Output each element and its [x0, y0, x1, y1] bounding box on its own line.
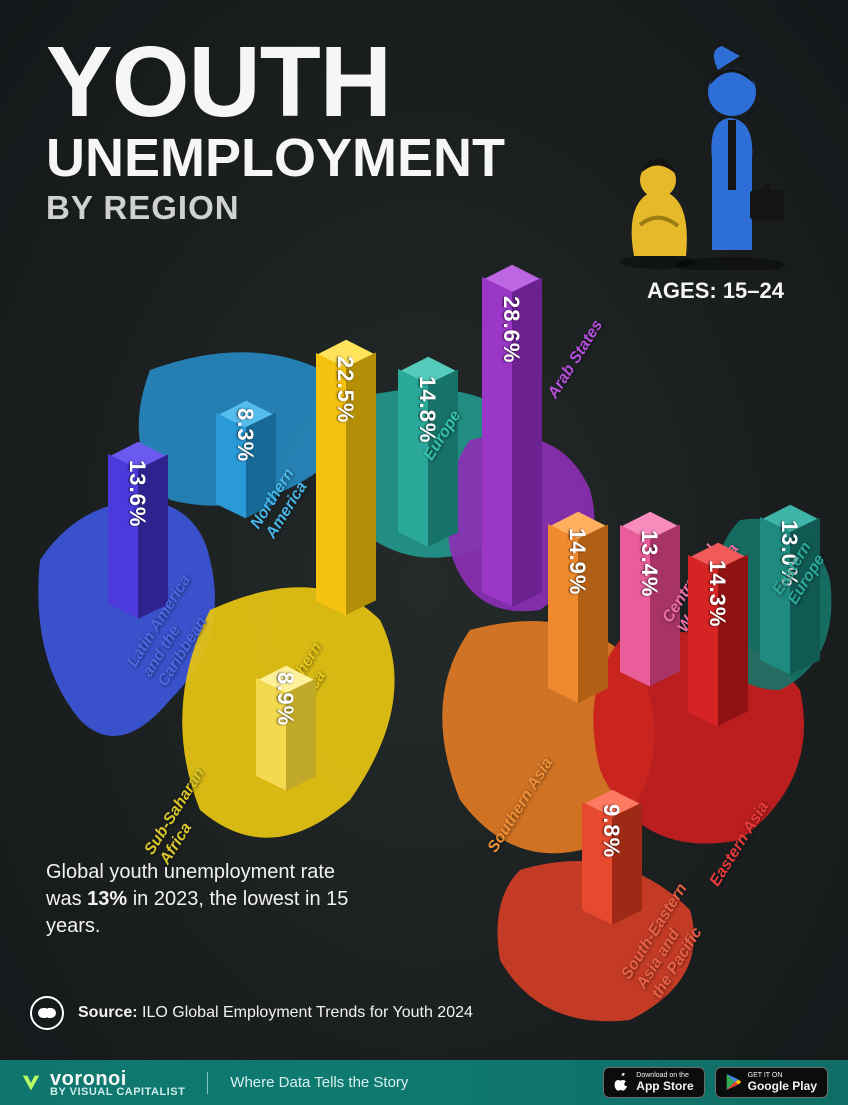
source-text: Source: ILO Global Employment Trends for… [78, 1004, 473, 1022]
value-north-america: 8.3% [232, 408, 258, 462]
title-block: YOUTH UNEMPLOYMENT BY REGION [46, 40, 505, 227]
title-line2: UNEMPLOYMENT [46, 131, 505, 185]
footer-tagline: Where Data Tells the Story [230, 1074, 408, 1091]
app-store-badge[interactable]: Download on theApp Store [603, 1067, 704, 1098]
value-east-asia: 14.3% [704, 560, 730, 627]
footer-divider [207, 1072, 208, 1094]
google-play-icon [726, 1073, 742, 1091]
value-latin-america: 13.6% [124, 460, 150, 527]
value-north-africa: 22.5% [332, 356, 358, 423]
apple-icon [614, 1073, 630, 1091]
google-play-badge[interactable]: GET IT ONGoogle Play [715, 1067, 828, 1098]
value-south-asia: 14.9% [564, 528, 590, 595]
binoculars-icon [30, 996, 64, 1030]
value-arab-states: 28.6% [498, 296, 524, 363]
footnote: Global youth unemployment rate was 13% i… [46, 859, 366, 940]
brand: voronoi BY VISUAL CAPITALIST [20, 1068, 185, 1098]
title-line1: YOUTH [46, 40, 505, 125]
value-cw-asia: 13.4% [636, 530, 662, 597]
people-illustration [600, 40, 800, 270]
ages-label: AGES: 15–24 [647, 278, 784, 304]
source-row: Source: ILO Global Employment Trends for… [30, 996, 473, 1030]
brand-sub: BY VISUAL CAPITALIST [50, 1087, 185, 1098]
store-badges: Download on theApp Store GET IT ONGoogle… [603, 1067, 828, 1098]
value-sub-saharan: 8.9% [272, 672, 298, 726]
title-line3: BY REGION [46, 189, 505, 227]
infographic-canvas: YOUTH UNEMPLOYMENT BY REGION AGES: 15–24… [0, 0, 848, 1060]
value-se-asia: 9.8% [598, 804, 624, 858]
footer-bar: voronoi BY VISUAL CAPITALIST Where Data … [0, 1060, 848, 1105]
